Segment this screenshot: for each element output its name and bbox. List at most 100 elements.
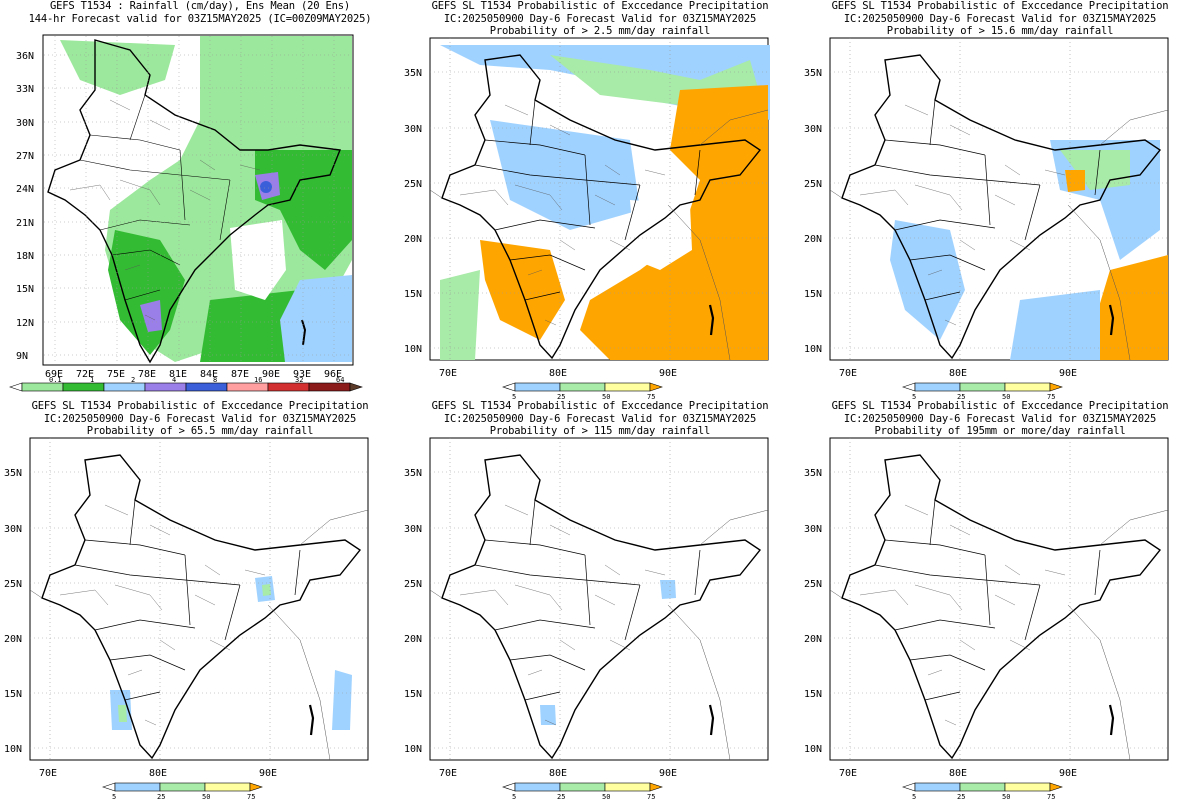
colorbar-segment xyxy=(62,382,105,392)
lat-tick-label: 30N xyxy=(16,118,34,129)
colorbar-label: 25 xyxy=(557,793,565,800)
panel-prob-1: GEFS SL T1534 Probabilistic of Exccedanc… xyxy=(400,0,800,400)
colorbar-label: 4 xyxy=(172,376,176,384)
panel-title-line1: GEFS T1534 : Rainfall (cm/day), Ens Mean… xyxy=(50,0,350,12)
colorbar-segment xyxy=(514,382,561,392)
panel-title-line3: Probability of 195mm or more/day rainfal… xyxy=(874,425,1126,437)
prob-orange-se xyxy=(1095,255,1168,360)
colorbar-segment xyxy=(267,382,310,392)
lat-tick-label: 25N xyxy=(804,179,822,190)
rain-purple-sw xyxy=(140,300,162,332)
map-svg: 35N 30N 25N 20N 15N 10N 70E 80E 90E 5 25 50 75 xyxy=(804,437,1169,800)
colorbar-label: 75 xyxy=(647,793,655,800)
andaman-islands xyxy=(708,704,715,736)
colorbar-left-arrow xyxy=(9,382,23,392)
lat-tick-label: 15N xyxy=(16,284,34,295)
prob-blue-se xyxy=(1010,290,1100,360)
colorbar-label: 5 xyxy=(112,793,116,800)
colorbar-right-arrow xyxy=(249,782,263,792)
andaman-islands xyxy=(708,304,715,336)
panel-title-line3: Probability of > 65.5 mm/day rainfall xyxy=(86,425,314,437)
prob-blue-se-spot xyxy=(332,670,352,730)
colorbar: 5 25 50 75 xyxy=(902,782,1063,800)
district-boundaries xyxy=(859,504,1066,726)
panel-title-line1: GEFS SL T1534 Probabilistic of Exccedanc… xyxy=(831,400,1169,412)
lat-tick-label: 15N xyxy=(404,689,422,700)
map-svg: 36N 33N 30N 27N 24N 21N 18N 15N 12N 9N 69E 72E 75E 78… xyxy=(9,34,363,392)
lat-tick-label: 35N xyxy=(404,468,422,479)
andaman-islands xyxy=(1108,304,1115,336)
lat-tick-label: 12N xyxy=(16,318,34,329)
colorbar-label: 1 xyxy=(90,376,94,384)
lat-tick-label: 10N xyxy=(404,744,422,755)
panel-title-line3: Probability of > 2.5 mm/day rainfall xyxy=(489,25,711,37)
lat-tick-label: 30N xyxy=(404,124,422,135)
colorbar-segment xyxy=(604,782,651,792)
colorbar-label: 16 xyxy=(254,376,262,384)
neighbor-boundaries xyxy=(429,109,769,361)
lon-tick-label: 80E xyxy=(949,368,967,379)
prob-orange-ne-spot xyxy=(1065,170,1085,192)
state-boundaries xyxy=(874,499,1101,701)
lat-tick-label: 15N xyxy=(804,289,822,300)
lon-tick-label: 80E xyxy=(949,768,967,779)
state-boundaries xyxy=(874,99,1101,301)
colorbar-right-arrow xyxy=(1049,782,1063,792)
panel-title-line1: GEFS SL T1534 Probabilistic of Exccedanc… xyxy=(431,0,769,12)
lon-tick-label: 90E xyxy=(659,368,677,379)
lon-tick-label: 75E xyxy=(107,369,125,380)
lat-tick-label: 35N xyxy=(804,468,822,479)
colorbar-left-arrow xyxy=(902,382,916,392)
colorbar-segment xyxy=(114,782,161,792)
colorbar: 5 25 50 75 xyxy=(102,782,263,800)
colorbar-label: 2 xyxy=(131,376,135,384)
colorbar-segment xyxy=(559,382,606,392)
india-outline xyxy=(841,454,1162,760)
andaman-islands xyxy=(308,704,315,736)
colorbar-label: 8 xyxy=(213,376,217,384)
colorbar-segment xyxy=(103,382,146,392)
lat-tick-label: 15N xyxy=(804,689,822,700)
colorbar-segment xyxy=(959,382,1006,392)
panel-title-line2: IC:2025050900 Day-6 Forecast Valid for 0… xyxy=(443,413,757,425)
lat-tick-label: 20N xyxy=(4,634,22,645)
lat-tick-label: 15N xyxy=(4,689,22,700)
panel-prob-2: GEFS SL T1534 Probabilistic of Exccedanc… xyxy=(800,0,1200,400)
prob-green-sw xyxy=(440,270,480,360)
lat-tick-label: 33N xyxy=(16,84,34,95)
colorbar-segment xyxy=(514,782,561,792)
lon-tick-label: 90E xyxy=(259,768,277,779)
lon-tick-label: 90E xyxy=(1059,768,1077,779)
panel-title-line2: IC:2025050900 Day-6 Forecast Valid for 0… xyxy=(43,413,357,425)
rain-green-ne xyxy=(255,150,352,270)
state-boundaries xyxy=(74,499,301,701)
colorbar-label: 25 xyxy=(157,793,165,800)
lat-tick-label: 27N xyxy=(16,151,34,162)
lat-tick-label: 15N xyxy=(404,289,422,300)
colorbar-label: 5 xyxy=(512,393,516,400)
panel-title-line2: 144-hr Forecast valid for 03Z15MAY2025 (… xyxy=(28,13,372,25)
map-frame xyxy=(829,437,1169,761)
lon-tick-label: 90E xyxy=(1059,368,1077,379)
prob-orange-sw xyxy=(480,240,565,340)
colorbar-label: 75 xyxy=(1047,393,1055,400)
panel-prob-4: GEFS SL T1534 Probabilistic of Exccedanc… xyxy=(400,400,800,800)
rain-blue-ne xyxy=(260,181,272,193)
lon-tick-label: 96E xyxy=(324,369,342,380)
colorbar-label: 25 xyxy=(557,393,565,400)
lat-tick-label: 10N xyxy=(804,744,822,755)
map-frame xyxy=(29,437,369,761)
colorbar-label: 50 xyxy=(202,793,210,800)
prob-orange-ne xyxy=(580,85,768,360)
panel-ens-mean: GEFS T1534 : Rainfall (cm/day), Ens Mean… xyxy=(0,0,400,400)
colorbar-segment xyxy=(959,782,1006,792)
colorbar-label: 50 xyxy=(1002,793,1010,800)
colorbar-label: 75 xyxy=(647,393,655,400)
lat-tick-label: 30N xyxy=(4,524,22,535)
lat-tick-label: 30N xyxy=(404,524,422,535)
lon-tick-label: 87E xyxy=(231,369,249,380)
prob-blue-ne-spot xyxy=(660,580,676,599)
colorbar-segment xyxy=(1004,782,1051,792)
colorbar-label: 5 xyxy=(512,793,516,800)
panel-title-line2: IC:2025050900 Day-6 Forecast Valid for 0… xyxy=(843,13,1157,25)
